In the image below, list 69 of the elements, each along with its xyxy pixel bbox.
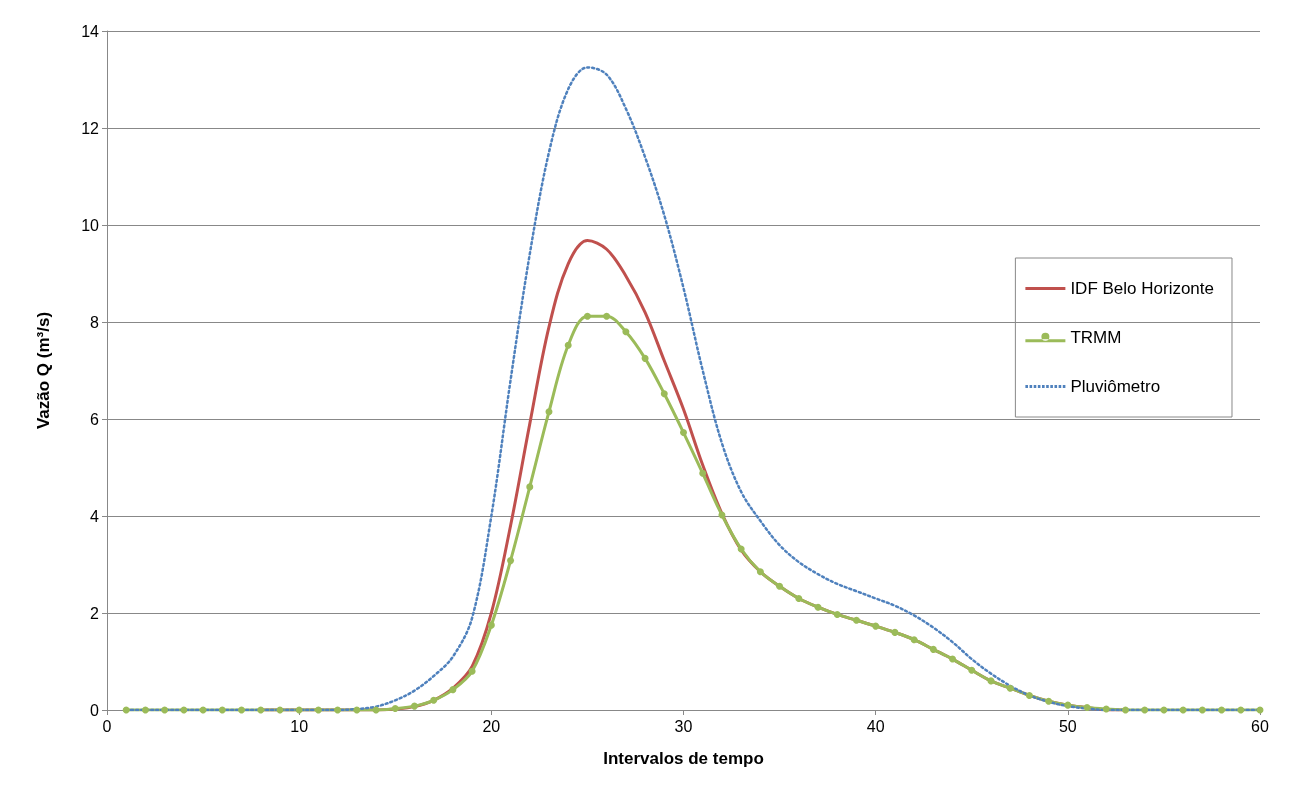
- y-tick-label: 14: [81, 22, 100, 40]
- y-tick-label: 8: [90, 313, 100, 331]
- point: [1045, 697, 1053, 705]
- point: [756, 568, 764, 576]
- point: [391, 705, 399, 713]
- x-tick-label: 30: [674, 717, 693, 735]
- y-tick-label: 2: [90, 604, 100, 622]
- x-tick-label: 60: [1251, 717, 1269, 735]
- point: [968, 666, 976, 674]
- point: [910, 636, 918, 644]
- y-tick-label: 12: [81, 119, 100, 137]
- point: [334, 706, 342, 714]
- y-tick-label: 6: [90, 410, 100, 428]
- y-tick-label: 0: [90, 701, 100, 719]
- point: [449, 686, 457, 694]
- legend-label: Pluviômetro: [1070, 377, 1161, 396]
- x-tick-label: 20: [482, 717, 501, 735]
- point: [161, 706, 169, 714]
- point: [1237, 706, 1245, 714]
- point: [1006, 684, 1014, 692]
- point: [852, 616, 860, 624]
- point: [603, 312, 611, 320]
- y-axis-title: Vazão Q (m³/s): [34, 311, 53, 430]
- point: [353, 706, 361, 714]
- point: [430, 696, 438, 704]
- point: [257, 706, 265, 714]
- point: [1083, 704, 1091, 712]
- x-tick-label: 0: [102, 717, 112, 735]
- x-tick-label: 40: [866, 717, 885, 735]
- x-tick-label: 50: [1058, 717, 1077, 735]
- point: [1121, 706, 1129, 714]
- y-tick-label: 4: [90, 507, 100, 525]
- point: [622, 328, 630, 336]
- point: [795, 594, 803, 602]
- point: [583, 312, 591, 320]
- x-tick-label: 10: [290, 717, 309, 735]
- point: [833, 610, 841, 618]
- point: [545, 408, 553, 416]
- point: [660, 390, 668, 398]
- point: [218, 706, 226, 714]
- point: [891, 628, 899, 636]
- point: [641, 354, 649, 362]
- point: [1218, 706, 1226, 714]
- point: [314, 706, 322, 714]
- point: [1064, 701, 1072, 709]
- point: [526, 483, 534, 491]
- point: [872, 622, 880, 630]
- point: [410, 702, 418, 710]
- y-tick-label: 10: [81, 216, 100, 234]
- point: [122, 706, 130, 714]
- x-axis-title: Intervalos de tempo: [603, 749, 764, 768]
- legend-label: TRMM: [1070, 328, 1122, 347]
- point: [1102, 705, 1110, 713]
- point: [1198, 706, 1206, 714]
- point: [507, 557, 515, 565]
- point: [141, 706, 149, 714]
- point: [1025, 691, 1033, 699]
- point: [1141, 706, 1149, 714]
- legend-label: IDF Belo Horizonte: [1070, 279, 1215, 298]
- point: [929, 645, 937, 653]
- point: [949, 655, 957, 663]
- point: [468, 667, 476, 675]
- point: [564, 341, 572, 349]
- point: [487, 621, 495, 629]
- point: [737, 545, 745, 553]
- point: [238, 706, 246, 714]
- point: [680, 429, 687, 437]
- point: [776, 582, 784, 590]
- point: [699, 469, 707, 477]
